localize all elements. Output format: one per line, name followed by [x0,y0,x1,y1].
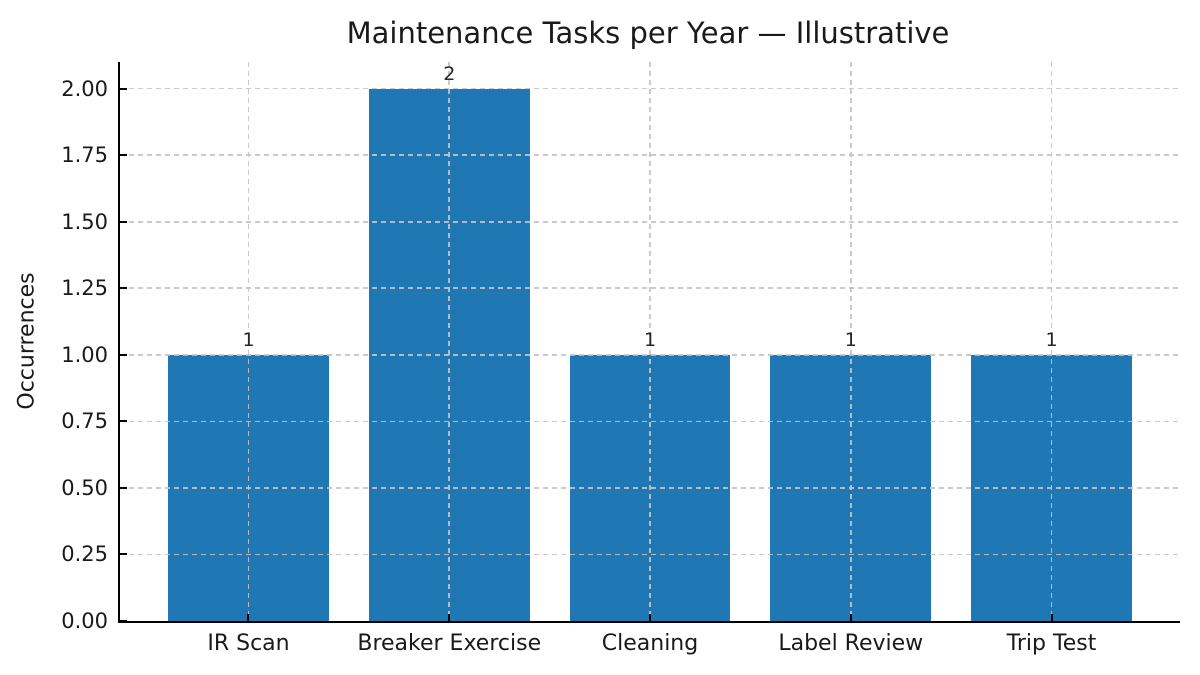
y-tick-label: 1.00 [61,342,108,367]
chart-title: Maintenance Tasks per Year — Illustrativ… [346,16,950,50]
y-tick [120,87,127,90]
x-tick [649,614,651,621]
y-tick-label: 0.50 [61,475,108,500]
y-tick [120,154,127,157]
x-tick [448,614,451,621]
bar-value-label: 1 [643,328,657,351]
y-tick [120,287,127,290]
y-tick-label: 0.75 [61,409,108,434]
bar-value-label: 1 [242,328,255,351]
y-tick [120,220,127,223]
x-tick-label: Label Review [778,631,924,656]
x-tick [1050,614,1053,621]
x-tick [849,614,852,621]
x-gridline [448,62,451,621]
x-tick [247,614,250,621]
y-tick [120,553,127,556]
bar-value-label: 1 [1045,328,1058,351]
y-tick-label: 2.00 [61,76,108,101]
y-tick [120,353,127,356]
x-gridline [849,62,852,621]
plot-area: 1 2 1 1 1 0.00 0.25 0.50 0.75 1.00 1.25 1.50 1.75 2.0… [61,62,1180,656]
y-tick-label: 0.25 [61,542,108,567]
x-gridline [1050,62,1053,621]
x-tick-label: Cleaning [601,631,699,656]
y-tick-label: 0.00 [61,609,108,633]
y-tick-label: 1.25 [61,276,108,301]
bar-value-label: 2 [443,62,456,85]
bar-value-label: 1 [844,328,857,351]
x-tick-label: Trip Test [1006,631,1097,656]
y-tick-label: 1.50 [61,209,108,234]
y-tick [120,620,127,622]
x-gridline [247,62,250,621]
y-tick-label: 1.75 [61,143,108,168]
y-tick [120,420,127,423]
y-axis-label: Occurrences [14,272,40,410]
x-tick-label: IR Scan [207,631,290,656]
y-tick [120,486,127,489]
x-gridline [649,62,651,621]
x-tick-label: Breaker Exercise [357,631,542,656]
